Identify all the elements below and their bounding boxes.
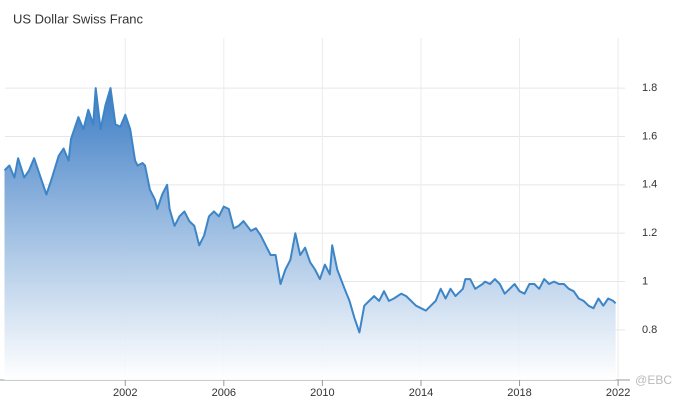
y-tick-label: 1.6	[642, 130, 657, 142]
y-tick-label: 1.2	[642, 227, 657, 239]
x-tick-label: 2002	[113, 387, 137, 399]
y-tick-label: 1.4	[642, 179, 657, 191]
watermark: @EBC	[635, 373, 672, 387]
y-tick-label: 1.8	[642, 82, 657, 94]
area-fill	[4, 88, 616, 380]
x-tick-label: 2010	[310, 387, 334, 399]
x-tick-label: 2018	[507, 387, 531, 399]
y-tick-label: 0.8	[642, 324, 657, 336]
x-tick-label: 2014	[409, 387, 433, 399]
chart-title: US Dollar Swiss Franc	[13, 11, 144, 26]
x-tick-label: 2022	[606, 387, 630, 399]
y-tick-label: 1	[642, 275, 648, 287]
line	[3, 87, 617, 334]
x-tick-label: 2006	[212, 387, 236, 399]
